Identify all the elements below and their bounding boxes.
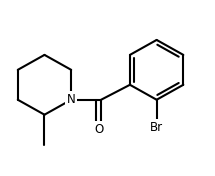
Text: Br: Br (150, 121, 163, 134)
Text: O: O (94, 123, 103, 136)
Text: N: N (67, 93, 75, 106)
